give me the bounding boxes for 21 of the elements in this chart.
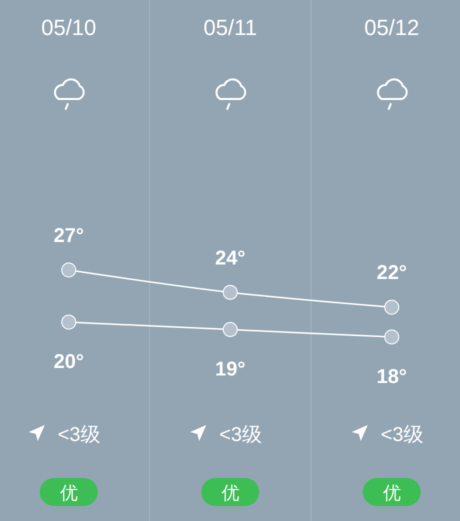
x-tick-label: 05/10 xyxy=(41,15,96,40)
text: <3级 xyxy=(219,424,262,446)
data-label: 18° xyxy=(376,366,407,388)
text: <3级 xyxy=(58,424,101,446)
point xyxy=(61,314,76,330)
text: 优 xyxy=(382,483,401,503)
data-label: 19° xyxy=(215,358,246,381)
point xyxy=(61,262,76,278)
data-label: 22° xyxy=(376,262,407,284)
point xyxy=(222,284,238,300)
x-tick-label: 05/11 xyxy=(204,15,257,40)
data-label: 27° xyxy=(54,225,84,247)
text: <3级 xyxy=(380,424,424,446)
x-tick-label: 05/12 xyxy=(364,15,420,40)
point xyxy=(384,330,400,344)
point xyxy=(222,322,238,338)
point xyxy=(384,300,400,315)
data-label: 20° xyxy=(54,351,84,374)
text: 优 xyxy=(221,483,240,503)
text: 优 xyxy=(60,483,78,503)
data-label: 24° xyxy=(215,247,246,270)
